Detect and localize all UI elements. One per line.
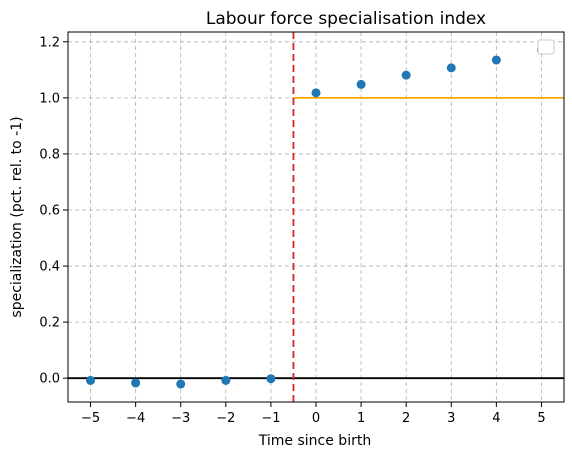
data-point — [221, 375, 231, 385]
y-tick-label: 1.2 — [39, 35, 60, 50]
y-tick-label: 1.0 — [39, 91, 60, 106]
x-tick-label: 3 — [447, 411, 455, 426]
y-axis-label: specialization (pct. rel. to -1) — [9, 116, 25, 317]
data-point — [446, 63, 456, 73]
data-point — [311, 88, 321, 98]
y-tick-label: 0.0 — [39, 372, 60, 387]
grid — [68, 32, 564, 402]
y-tick-label: 0.2 — [39, 316, 60, 331]
data-point — [266, 374, 276, 384]
chart-title: Labour force specialisation index — [206, 9, 486, 29]
x-tick-label: −5 — [81, 411, 100, 426]
data-point — [491, 55, 501, 65]
legend-box — [537, 39, 555, 55]
x-tick-label: −4 — [126, 411, 145, 426]
y-tick-label: 0.6 — [39, 203, 60, 218]
y-tick-label: 0.8 — [39, 147, 60, 162]
data-point — [176, 379, 186, 389]
x-tick-label: 0 — [312, 411, 320, 426]
y-axis-ticks: 0.0 0.2 0.4 0.6 0.8 1.0 1.2 — [39, 35, 68, 387]
x-tick-label: −3 — [171, 411, 190, 426]
x-tick-label: −2 — [216, 411, 235, 426]
y-tick-label: 0.4 — [39, 260, 60, 275]
reference-lines — [68, 32, 564, 402]
data-point — [131, 378, 141, 388]
x-tick-label: 5 — [537, 411, 545, 426]
data-point — [356, 79, 366, 89]
data-points — [86, 45, 546, 389]
x-axis-label: Time since birth — [258, 433, 371, 449]
x-tick-label: −1 — [261, 411, 280, 426]
x-axis-ticks: −5 −4 −3 −2 −1 0 1 2 3 4 5 — [81, 402, 546, 426]
x-tick-label: 1 — [357, 411, 365, 426]
data-point — [401, 70, 411, 80]
x-tick-label: 2 — [402, 411, 410, 426]
x-tick-label: 4 — [492, 411, 500, 426]
data-point — [86, 375, 96, 385]
